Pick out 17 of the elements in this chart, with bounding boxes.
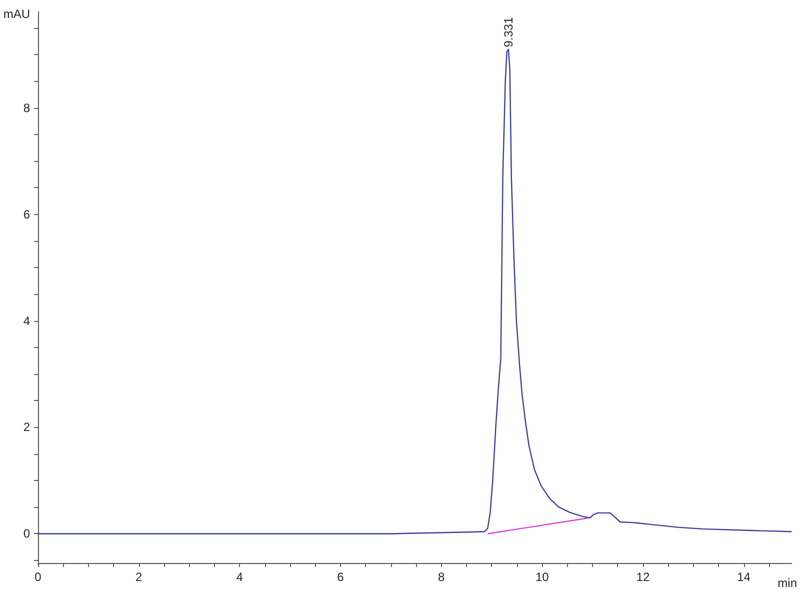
x-tick-label: 8 [438,570,445,584]
x-tick-label: 4 [236,570,244,584]
x-axis-title: min [778,576,798,590]
y-axis-title: mAU [3,7,30,21]
x-tick-label: 12 [636,570,650,584]
x-tick-label: 0 [34,570,42,584]
x-tick-label: 6 [337,570,344,584]
x-tick-label: 2 [135,570,142,584]
x-tick-label: 14 [737,570,751,584]
line-series [37,48,792,534]
x-tick-label: 10 [535,570,550,584]
y-tick-label: 6 [23,207,30,222]
y-tick-label: 4 [23,314,30,328]
y-tick-label: 2 [23,420,30,434]
y-tick-label: 0 [23,526,30,541]
y-tick-label: 8 [23,100,30,115]
annotation: 9.331 [501,16,516,48]
